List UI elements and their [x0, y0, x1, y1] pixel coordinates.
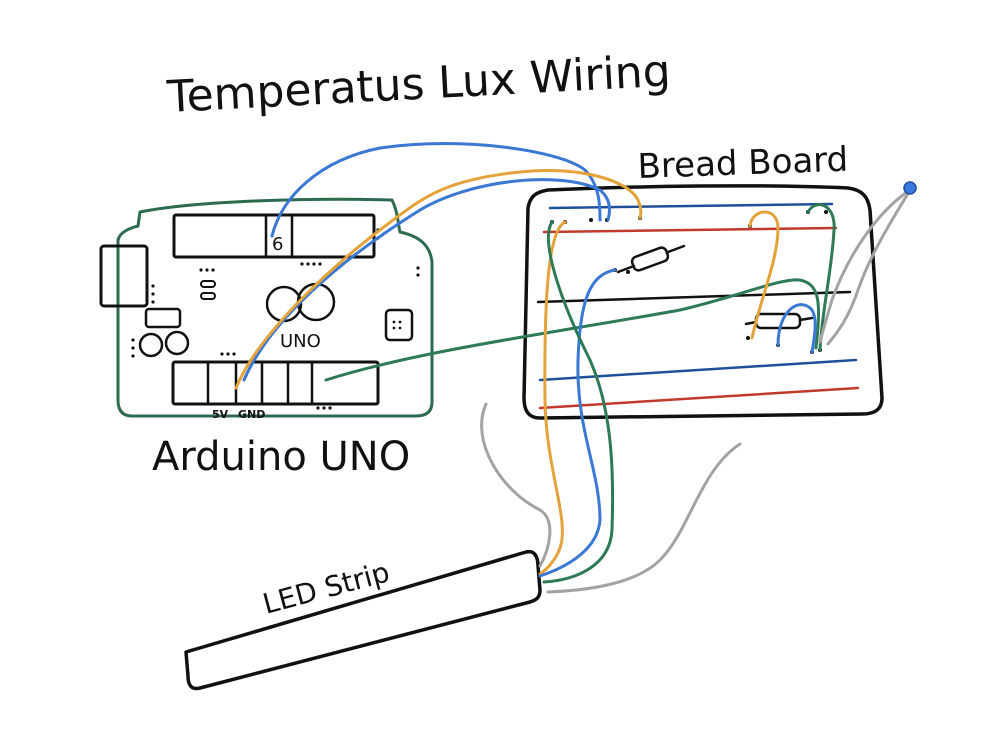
wire-orange-5v	[234, 169, 643, 390]
breadboard-outline	[522, 184, 884, 420]
reset-button	[144, 307, 182, 329]
wires	[234, 142, 912, 594]
capacitor-right	[164, 330, 190, 356]
icsp-header	[384, 308, 414, 342]
wire-green-strip	[542, 220, 615, 584]
rail-top-red	[542, 226, 838, 234]
wire-blue-pin6	[270, 142, 602, 238]
breadboard	[522, 184, 884, 420]
wire-gray-strip-1	[480, 402, 552, 568]
wire-gray-sensor-1	[818, 188, 912, 344]
wire-orange-strip	[538, 220, 567, 576]
uno-mark: UNO	[280, 331, 321, 352]
wire-blue-jumper	[776, 303, 817, 354]
wire-gray-sensor-2	[826, 188, 912, 346]
rail-top-blue	[548, 202, 834, 210]
pin-gnd-label: GND	[238, 408, 265, 421]
led-strip-body	[184, 549, 542, 691]
wire-orange-jumper	[748, 210, 780, 340]
rail-bottom-red	[538, 386, 860, 410]
wire-green-jumper	[806, 203, 836, 352]
breadboard-label: Bread Board	[637, 140, 849, 187]
wire-green-signal	[324, 278, 821, 382]
arduino-board: 6 5V GND UNO	[99, 197, 434, 421]
center-divider	[536, 290, 852, 304]
diagram-title: Temperatus Lux Wiring	[165, 46, 672, 123]
pin-5v-label: 5V	[212, 408, 229, 421]
uno-logo-right	[296, 282, 336, 322]
arduino-bottom-header	[171, 360, 380, 406]
wire-gray-strip-2	[546, 442, 742, 594]
light-sensor-icon	[903, 181, 917, 195]
usb-port	[99, 244, 149, 308]
wire-blue-strip	[538, 268, 617, 578]
arduino-outline	[116, 197, 434, 418]
resistor-1	[616, 244, 686, 274]
rail-bottom-blue	[538, 358, 858, 382]
arduino-label: Arduino UNO	[152, 434, 410, 480]
pin-6-label: 6	[272, 234, 283, 255]
capacitor-left	[138, 332, 164, 358]
led-strip	[184, 549, 542, 691]
board-dots	[131, 228, 420, 410]
